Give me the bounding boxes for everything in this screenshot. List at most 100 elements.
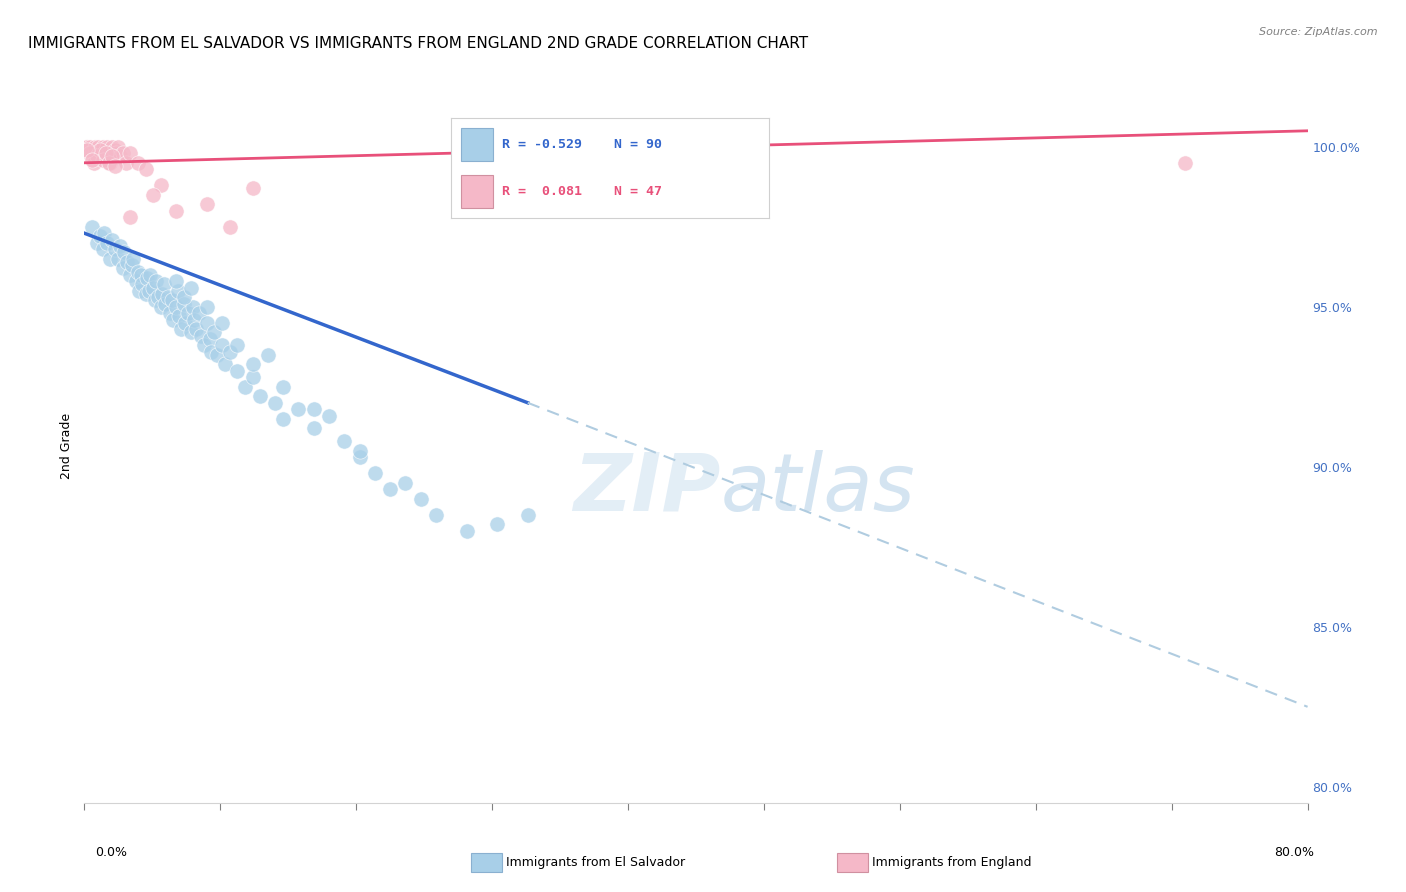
Point [94, 146, 117, 161]
Point [120, 146, 142, 161]
Point [170, 322, 193, 336]
Text: Immigrants from England: Immigrants from England [872, 856, 1031, 869]
Point [111, 261, 134, 276]
Point [120, 210, 142, 224]
Point [76, 143, 98, 157]
Point [174, 316, 197, 330]
Point [190, 328, 212, 343]
Point [96, 140, 118, 154]
Point [162, 312, 184, 326]
Point [101, 140, 124, 154]
Point [226, 364, 249, 378]
Point [242, 370, 264, 384]
Point [107, 252, 129, 266]
Point [318, 409, 340, 423]
Point [200, 344, 222, 359]
Point [1174, 156, 1197, 170]
Point [184, 322, 207, 336]
Point [242, 181, 264, 195]
Point [80, 153, 103, 167]
Point [165, 274, 187, 288]
Point [349, 450, 371, 465]
Point [121, 258, 143, 272]
Point [153, 277, 176, 292]
Point [516, 508, 538, 522]
Point [103, 149, 125, 163]
Point [202, 326, 225, 340]
Point [287, 402, 309, 417]
Point [90, 143, 112, 157]
Point [139, 268, 162, 282]
Point [181, 300, 204, 314]
Point [349, 443, 371, 458]
Point [149, 178, 172, 193]
Point [394, 475, 416, 490]
Point [91, 153, 114, 167]
Point [165, 203, 187, 218]
Point [111, 146, 134, 161]
Point [104, 159, 127, 173]
Point [120, 268, 142, 282]
Point [84, 140, 107, 154]
Point [138, 284, 160, 298]
Point [101, 233, 124, 247]
Point [195, 300, 218, 314]
Point [98, 252, 121, 266]
Point [91, 140, 114, 154]
Point [150, 287, 173, 301]
Point [160, 293, 183, 308]
Point [195, 197, 218, 211]
Point [83, 156, 105, 170]
Point [207, 348, 229, 362]
Point [142, 187, 165, 202]
Point [214, 358, 236, 372]
Point [77, 146, 100, 161]
Text: ZIP: ZIP [574, 450, 720, 528]
Point [409, 491, 432, 506]
Point [122, 252, 145, 266]
Point [97, 146, 120, 161]
Point [211, 338, 233, 352]
Point [180, 280, 202, 294]
Point [302, 402, 325, 417]
Point [108, 149, 131, 163]
Point [233, 380, 256, 394]
Point [96, 235, 118, 250]
Point [87, 140, 110, 154]
Point [177, 306, 200, 320]
Point [249, 389, 271, 403]
Point [79, 140, 101, 154]
Point [136, 271, 159, 285]
Point [149, 300, 172, 314]
Point [271, 380, 294, 394]
Point [104, 143, 127, 157]
Point [94, 149, 117, 163]
Point [86, 149, 108, 163]
Point [157, 290, 180, 304]
Point [76, 140, 98, 154]
Point [97, 156, 120, 170]
Point [129, 268, 152, 282]
Point [302, 421, 325, 435]
Text: IMMIGRANTS FROM EL SALVADOR VS IMMIGRANTS FROM ENGLAND 2ND GRADE CORRELATION CHA: IMMIGRANTS FROM EL SALVADOR VS IMMIGRANT… [28, 36, 808, 51]
Text: Source: ZipAtlas.com: Source: ZipAtlas.com [1260, 27, 1378, 37]
Point [131, 277, 153, 292]
Point [257, 348, 280, 362]
Text: Immigrants from El Salvador: Immigrants from El Salvador [506, 856, 685, 869]
Text: 80.0%: 80.0% [1275, 846, 1315, 859]
Point [125, 274, 148, 288]
Point [183, 312, 205, 326]
Point [180, 326, 202, 340]
Point [114, 156, 136, 170]
Point [112, 245, 135, 260]
Point [218, 219, 240, 234]
Text: 0.0%: 0.0% [96, 846, 128, 859]
Point [86, 235, 108, 250]
Point [173, 296, 195, 310]
Point [173, 290, 195, 304]
Point [75, 140, 97, 154]
Point [98, 156, 121, 170]
Point [105, 146, 128, 161]
Point [226, 338, 249, 352]
Point [91, 242, 114, 256]
